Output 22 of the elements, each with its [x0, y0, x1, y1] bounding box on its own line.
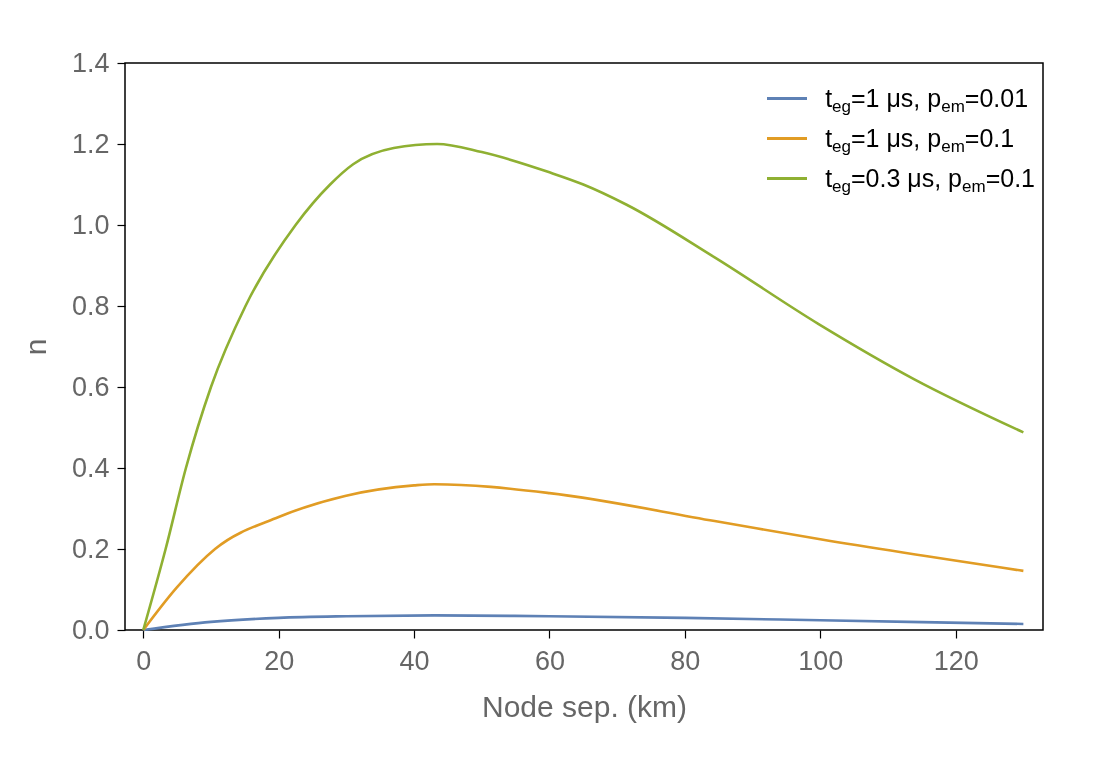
legend-label: t$_{eg}$=1 μs, p$_{em}$=0.01 — [825, 83, 1029, 118]
legend-label: t$_{eg}$=0.3 μs, p$_{em}$=0.1 — [825, 163, 1035, 198]
y-tick-label: 1.2 — [71, 128, 110, 159]
y-axis-title: n — [18, 338, 52, 356]
x-axis-title: Node sep. (km) — [481, 689, 688, 723]
y-tick-label: 1.0 — [71, 209, 110, 240]
y-tick-label: 0.0 — [71, 614, 110, 645]
y-tick-label: 0.8 — [71, 290, 110, 321]
y-tick-label: 0.4 — [71, 452, 110, 483]
line-series — [141, 614, 1025, 632]
legend-label: t$_{eg}$=1 μs, p$_{em}$=0.1 — [825, 123, 1015, 158]
y-tick-label: 0.6 — [71, 371, 110, 402]
x-tick-label: 120 — [933, 645, 979, 676]
x-tick-label: 0 — [136, 645, 152, 676]
x-tick-label: 60 — [534, 645, 565, 676]
y-tick-label: 0.2 — [71, 533, 110, 564]
line-series — [141, 482, 1025, 632]
x-tick-label: 20 — [264, 645, 295, 676]
x-tick-label: 40 — [399, 645, 430, 676]
x-tick-label: 100 — [798, 645, 844, 676]
y-tick-label: 1.4 — [71, 47, 110, 78]
x-tick-label: 80 — [670, 645, 701, 676]
